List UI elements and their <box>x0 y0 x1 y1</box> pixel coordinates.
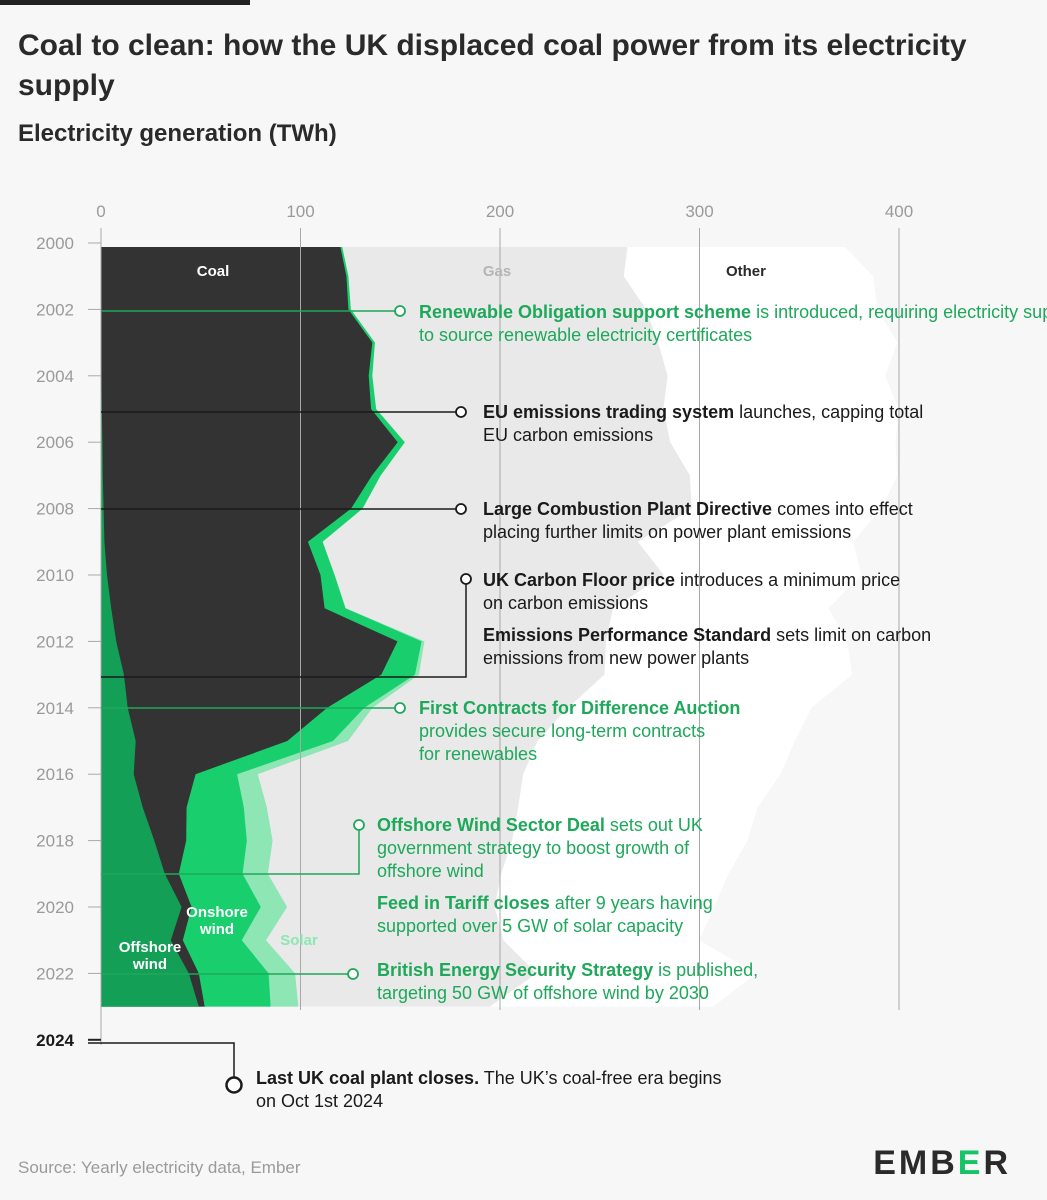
series-label-offshore-line2: wind <box>132 956 167 973</box>
annotation-dot <box>394 702 406 714</box>
annotation-dot <box>347 968 359 980</box>
annotation-text-line: Emissions Performance Standard sets limi… <box>483 625 931 645</box>
annotation-bold-title: Emissions Performance Standard <box>483 625 771 645</box>
annotation-text-line: UK Carbon Floor price introduces a minim… <box>483 570 900 590</box>
y-tick-label: 2006 <box>36 433 74 452</box>
y-tick-label: 2000 <box>36 234 74 253</box>
series-label-offshore-line1: Offshore <box>119 939 182 956</box>
annotation-text-line: government strategy to boost growth of <box>377 838 690 858</box>
annotation-text-line: on Oct 1st 2024 <box>256 1091 383 1111</box>
annotation-text-line: for renewables <box>419 744 537 764</box>
area-coal <box>101 247 398 1007</box>
annotation-text-line: on carbon emissions <box>483 593 648 613</box>
annotation-text-line: targeting 50 GW of offshore wind by 2030 <box>377 983 709 1003</box>
annotation-dot <box>455 406 467 418</box>
annotation-text-line: placing further limits on power plant em… <box>483 522 851 542</box>
y-tick-label: 2024 <box>36 1031 74 1050</box>
annotation-leader-line <box>101 825 360 875</box>
y-tick-label: 2002 <box>36 300 74 319</box>
ember-logo: EMBER <box>873 1144 1011 1183</box>
series-label-gas: Gas <box>483 263 511 280</box>
annotation-text-line: to source renewable electricity certific… <box>419 325 752 345</box>
annotation-text-line: offshore wind <box>377 861 484 881</box>
y-tick-label: 2014 <box>36 699 74 718</box>
annotation-body: is published, <box>653 960 758 980</box>
annotation-text-line: Large Combustion Plant Directive comes i… <box>483 499 913 519</box>
series-label-solar: Solar <box>280 932 318 949</box>
y-tick-label: 2020 <box>36 898 74 917</box>
annotation-body: The UK’s coal-free era begins <box>479 1068 721 1088</box>
y-tick-label: 2022 <box>36 964 74 983</box>
annotation-body: after 9 years having <box>550 893 713 913</box>
annotation-text-line: supported over 5 GW of solar capacity <box>377 916 683 936</box>
annotation-bold-title: Offshore Wind Sector Deal <box>377 815 605 835</box>
x-tick-label: 300 <box>685 202 713 221</box>
y-tick-label: 2010 <box>36 566 74 585</box>
series-label-coal: Coal <box>197 263 230 280</box>
x-tick-label: 200 <box>486 202 514 221</box>
area-offshore-wind <box>101 247 199 1007</box>
annotation-bold-title: UK Carbon Floor price <box>483 570 675 590</box>
annotation-bold-title: British Energy Security Strategy <box>377 960 653 980</box>
annotation-text-line: emissions from new power plants <box>483 648 749 668</box>
annotation-bold-title: Renewable Obligation support scheme <box>419 302 751 322</box>
y-tick-label: 2004 <box>36 367 74 386</box>
y-tick-label: 2012 <box>36 632 74 651</box>
annotation-dot <box>353 819 365 831</box>
annotation-body: sets out UK <box>605 815 703 835</box>
annotation-text-line: EU emissions trading system launches, ca… <box>483 402 923 422</box>
y-tick-label: 2008 <box>36 500 74 519</box>
annotation-leader-line <box>101 579 467 678</box>
annotation-bold-title: Feed in Tariff closes <box>377 893 550 913</box>
annotation-text-line: Renewable Obligation support scheme is i… <box>419 302 1047 322</box>
annotation-text-line: First Contracts for Difference Auction <box>419 698 740 718</box>
x-tick-label: 100 <box>286 202 314 221</box>
annotation-text-line: EU carbon emissions <box>483 425 653 445</box>
logo-accent-letter: E <box>957 1144 984 1182</box>
series-label-onshore-line2: wind <box>199 921 234 938</box>
annotation-body: introduces a minimum price <box>675 570 900 590</box>
series-label-onshore-line1: Onshore <box>186 904 248 921</box>
annotation-dot <box>460 573 472 585</box>
logo-suffix: R <box>983 1144 1011 1182</box>
annotation-bold-title: First Contracts for Difference Auction <box>419 698 740 718</box>
annotation-body: is introduced, requiring electricity sup… <box>751 302 1047 322</box>
annotation-text-line: Last UK coal plant closes. The UK’s coal… <box>256 1068 722 1088</box>
annotation-dot <box>394 305 406 317</box>
annotation-text-line: Feed in Tariff closes after 9 years havi… <box>377 893 713 913</box>
annotation-leader-line <box>88 1042 235 1085</box>
series-label-other: Other <box>726 263 766 280</box>
y-tick-label: 2018 <box>36 832 74 851</box>
logo-prefix: EMB <box>873 1144 958 1182</box>
source-note: Source: Yearly electricity data, Ember <box>18 1158 301 1177</box>
x-tick-label: 0 <box>96 202 105 221</box>
y-tick-label: 2016 <box>36 765 74 784</box>
annotation-bold-title: Last UK coal plant closes. <box>256 1068 479 1088</box>
annotation-text-line: provides secure long-term contracts <box>419 721 705 741</box>
annotation-dot <box>225 1076 243 1094</box>
annotation-bold-title: Large Combustion Plant Directive <box>483 499 772 519</box>
annotation-bold-title: EU emissions trading system <box>483 402 734 422</box>
annotation-body: launches, capping total <box>734 402 923 422</box>
chart-subtitle: Electricity generation (TWh) <box>18 120 337 147</box>
annotation-text-line: Offshore Wind Sector Deal sets out UK <box>377 815 703 835</box>
annotation-text-line: British Energy Security Strategy is publ… <box>377 960 758 980</box>
top-accent-bar <box>0 0 250 5</box>
annotation-body: sets limit on carbon <box>771 625 931 645</box>
chart-title: Coal to clean: how the UK displaced coal… <box>18 29 967 102</box>
annotation-body: comes into effect <box>772 499 913 519</box>
x-tick-label: 400 <box>885 202 913 221</box>
annotation-dot <box>455 503 467 515</box>
